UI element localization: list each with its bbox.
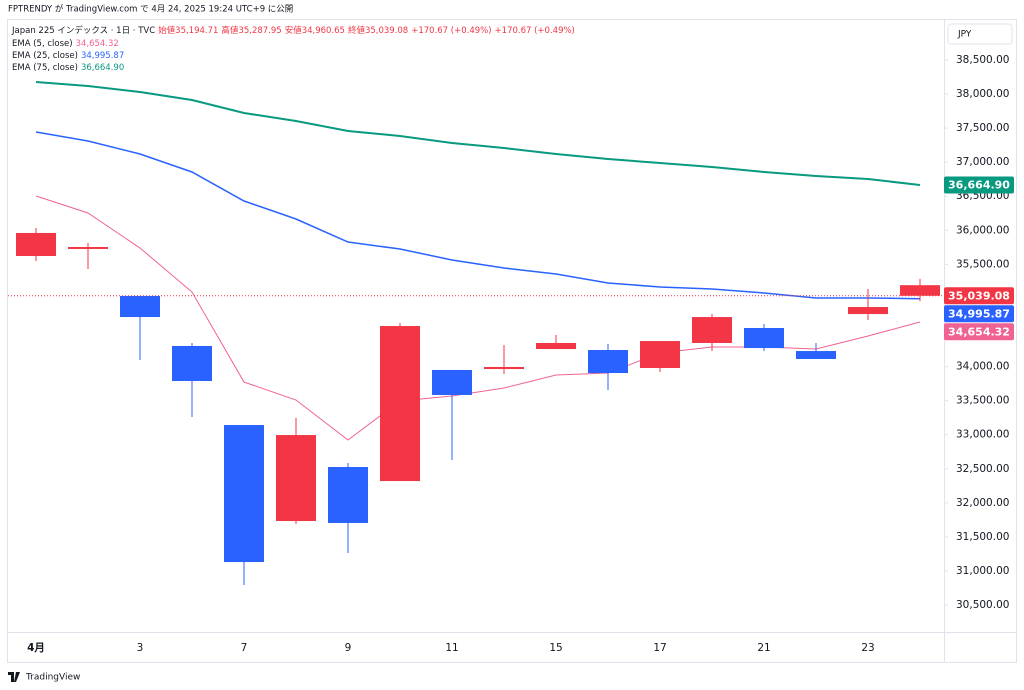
instrument: Japan 225 インデックス · 1日 · TVC: [12, 26, 156, 36]
legend-item: EMA (75, close) 36,664.90: [12, 62, 127, 74]
frame: [7, 19, 1017, 663]
y-tick-label: 36,000.00: [956, 224, 1009, 236]
header: FPTRENDY が TradingView.com で 4月 24, 2025…: [8, 4, 293, 15]
ema-line: [35, 131, 921, 300]
info-value: 終値35,039.08: [347, 26, 409, 36]
y-tick-label: 35,500.00: [956, 258, 1009, 270]
candle-body: [848, 307, 888, 315]
candle-body: [68, 247, 108, 249]
candle-body: [536, 342, 576, 349]
y-tick-label: 31,500.00: [956, 531, 1009, 543]
price-badge-label: 34,995.87: [948, 307, 1010, 320]
footer: TradingView: [25, 673, 80, 683]
price-badge-label: 35,039.08: [948, 289, 1010, 302]
price-badge-label: 34,654.32: [948, 325, 1010, 338]
candle-body: [380, 326, 420, 482]
candle-body: [640, 341, 680, 369]
candle-body: [900, 285, 940, 296]
x-tick-label: 7: [241, 642, 248, 654]
legend-main: Japan 225 インデックス · 1日 · TVC 始値35,194.71 高値…: [12, 25, 581, 37]
y-tick-label: 31,000.00: [956, 565, 1009, 577]
info-value: 安値34,960.65: [284, 26, 345, 36]
x-tick-label: 9: [345, 642, 352, 654]
y-tick-label: 34,000.00: [956, 361, 1009, 373]
ema-line: [35, 195, 921, 441]
candle-body: [796, 351, 836, 360]
legend-value: 34,654.32: [75, 39, 119, 49]
price-badge: [944, 323, 1014, 341]
info-value: +170.67 (+0.49%): [494, 26, 575, 36]
price-badge: [944, 287, 1014, 305]
legend-name: EMA (75, close): [12, 63, 78, 73]
x-tick-label: 15: [549, 642, 562, 654]
y-tick-label: 33,500.00: [956, 395, 1009, 407]
candle-body: [484, 366, 524, 370]
price-badge: [944, 305, 1014, 323]
candle-body: [276, 435, 316, 522]
y-tick-label: 32,000.00: [956, 497, 1009, 509]
candle-body: [224, 425, 264, 563]
currency: JPY: [957, 30, 972, 40]
candle-body: [328, 466, 368, 523]
x-tick-label: 4月: [27, 642, 45, 654]
legend-name: EMA (25, close): [12, 51, 78, 61]
currency-box: [947, 23, 1013, 45]
legend-item: EMA (25, close) 34,995.87: [12, 50, 127, 62]
legend-name: EMA (5, close): [12, 39, 73, 49]
legend-value: 34,995.87: [80, 51, 125, 61]
candle-body: [172, 345, 212, 382]
x-tick-label: 11: [445, 642, 458, 654]
candle-body: [432, 369, 472, 395]
candle-body: [744, 328, 784, 349]
legend-item: EMA (5, close) 34,654.32: [12, 38, 127, 50]
y-tick-label: 38,000.00: [956, 88, 1009, 100]
ema-line: [35, 81, 921, 187]
y-tick-label: 37,000.00: [956, 156, 1009, 168]
legend-value: 36,664.90: [80, 63, 125, 73]
info-value: 高値35,287.95: [221, 26, 282, 36]
legend: EMA (5, close) 34,654.32 EMA (25, close) 34…: [12, 38, 127, 74]
candle-body: [120, 295, 160, 318]
candle-body: [16, 232, 56, 256]
y-tick-label: 37,500.00: [956, 122, 1009, 134]
price-badge: [944, 176, 1014, 194]
logo: [8, 672, 20, 682]
y-tick-label: 33,000.00: [956, 429, 1009, 441]
info: 始値35,194.71 高値35,287.95 安値34,960.65 終値35,03…: [158, 26, 578, 36]
y-tick-label: 30,500.00: [956, 599, 1009, 611]
info-value: +170.67 (+0.49%): [411, 26, 492, 36]
x-tick-label: 3: [137, 642, 144, 654]
x-tick-label: 23: [861, 642, 874, 654]
candle-body: [692, 317, 732, 343]
info-value: 始値35,194.71: [158, 26, 219, 36]
candle-body: [588, 350, 628, 374]
y-tick-label: 38,500.00: [956, 54, 1009, 66]
x-tick-label: 17: [653, 642, 666, 654]
y-tick-label: 32,500.00: [956, 463, 1009, 475]
x-tick-label: 21: [757, 642, 770, 654]
price-badge-label: 36,664.90: [948, 179, 1010, 192]
